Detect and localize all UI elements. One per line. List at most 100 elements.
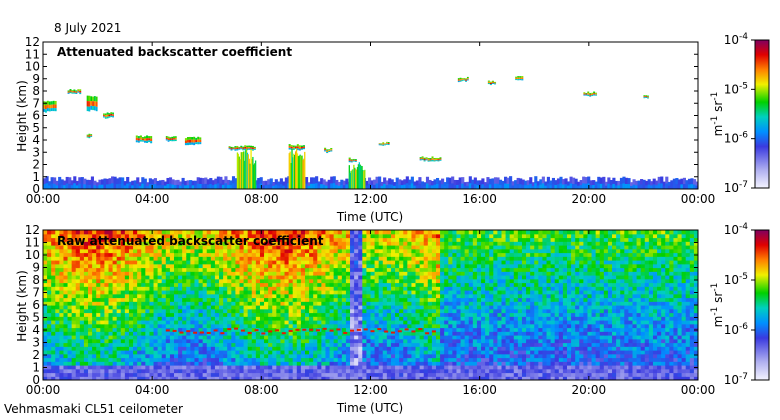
raw-cell (165, 248, 171, 254)
raw-cell (374, 241, 380, 246)
raw-cell (194, 327, 200, 332)
raw-cell (386, 331, 392, 336)
boundary-layer-cell (690, 178, 694, 189)
raw-cell (427, 331, 433, 336)
raw-cell (284, 248, 290, 254)
raw-cell (358, 241, 363, 246)
raw-cell (317, 271, 322, 276)
raw-cell (174, 271, 179, 276)
date-label: 8 July 2021 (54, 21, 121, 35)
raw-cell (333, 271, 339, 276)
raw-cell (157, 256, 163, 261)
raw-cell (415, 320, 421, 325)
raw-cell (141, 327, 146, 332)
raw-cell (198, 350, 204, 355)
raw-cell (292, 267, 298, 272)
raw-cell (378, 293, 384, 299)
raw-cell (407, 275, 413, 280)
raw-cell (284, 290, 290, 295)
raw-cell (206, 260, 212, 265)
raw-cell (165, 278, 171, 284)
boundary-layer-cell (559, 176, 563, 189)
cloud-cell (585, 93, 588, 95)
raw-cell (243, 301, 249, 306)
raw-cell (423, 245, 429, 250)
boundary-layer-cell (378, 176, 382, 189)
raw-cell (96, 331, 101, 336)
raw-cell (415, 353, 421, 359)
raw-cell (378, 312, 384, 317)
raw-cell (427, 350, 433, 355)
cloud-cell (250, 147, 252, 149)
raw-cell (390, 335, 396, 340)
raw-cell (431, 297, 437, 302)
raw-cell (157, 263, 163, 269)
raw-cell (128, 267, 134, 272)
raw-cell (431, 275, 437, 280)
raw-cell (448, 346, 453, 351)
raw-cell (124, 286, 130, 291)
boundary-layer-cell (284, 177, 288, 189)
raw-cell (190, 342, 196, 347)
raw-cell (145, 320, 151, 325)
raw-cell (133, 323, 138, 329)
raw-cell (141, 275, 146, 280)
raw-cell (223, 368, 228, 374)
raw-cell (161, 286, 167, 291)
raw-cell (423, 327, 429, 332)
boundary-layer-cell (78, 177, 82, 189)
raw-cell (63, 256, 69, 261)
raw-cell (214, 245, 220, 250)
raw-cell (337, 233, 343, 239)
raw-cell (79, 335, 85, 340)
raw-cell (67, 305, 73, 310)
raw-cell (178, 335, 183, 340)
raw-cell (92, 346, 97, 351)
cloud-cell (240, 148, 243, 150)
raw-cell (227, 353, 232, 359)
raw-cell (63, 357, 69, 362)
raw-cell (264, 327, 269, 332)
raw-cell (120, 338, 126, 344)
raw-cell (63, 308, 69, 314)
top-ytick-label: 1 (32, 170, 40, 184)
raw-cell (272, 271, 277, 276)
raw-cell (88, 241, 93, 246)
raw-cell (141, 301, 146, 306)
raw-cell (272, 293, 277, 299)
raw-cell (390, 260, 396, 265)
boundary-layer-cell (370, 180, 374, 189)
cloud-cell (73, 89, 76, 91)
raw-cell (157, 327, 163, 332)
raw-cell (407, 308, 413, 314)
raw-cell (444, 293, 449, 299)
raw-cell (423, 323, 429, 329)
raw-cell (321, 342, 327, 347)
raw-cell (272, 275, 277, 280)
raw-cell (354, 327, 359, 332)
raw-cell (436, 275, 441, 280)
boundary-layer-cell (463, 182, 467, 189)
rain-shaft-cell (237, 153, 239, 189)
raw-cell (92, 241, 97, 246)
raw-cell (276, 245, 282, 250)
boundary-layer-core (675, 184, 679, 189)
raw-cell (153, 365, 159, 370)
raw-cell (350, 286, 355, 291)
raw-cell (157, 357, 163, 362)
raw-cell (79, 237, 85, 242)
raw-cell (239, 297, 245, 302)
raw-cell (423, 263, 429, 269)
raw-cell (362, 372, 368, 377)
raw-cell (128, 316, 134, 321)
boundary-layer-cell (546, 176, 550, 189)
boundary-layer-cell (158, 180, 163, 189)
raw-cell (272, 245, 277, 250)
raw-cell (415, 263, 421, 269)
raw-cell (83, 297, 89, 302)
raw-cell (67, 335, 73, 340)
raw-cell (141, 271, 146, 276)
raw-cell (83, 271, 89, 276)
raw-cell (92, 290, 97, 295)
raw-cell (341, 353, 347, 359)
